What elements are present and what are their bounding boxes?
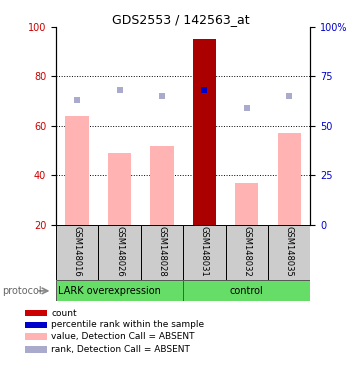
- Text: GSM148035: GSM148035: [285, 226, 294, 277]
- Text: GSM148032: GSM148032: [242, 226, 251, 277]
- Bar: [25, 333, 47, 340]
- Bar: [150, 146, 174, 225]
- Bar: [25, 322, 47, 328]
- Text: rank, Detection Call = ABSENT: rank, Detection Call = ABSENT: [51, 345, 190, 354]
- Bar: [141, 225, 183, 280]
- Bar: [183, 280, 310, 301]
- Text: control: control: [230, 286, 264, 296]
- Bar: [25, 310, 47, 316]
- Bar: [235, 183, 258, 225]
- Bar: [25, 346, 47, 353]
- Bar: [65, 116, 89, 225]
- Bar: [108, 153, 131, 225]
- Text: GSM148026: GSM148026: [115, 226, 124, 277]
- Text: LARK overexpression: LARK overexpression: [57, 286, 160, 296]
- Bar: [278, 133, 301, 225]
- Bar: [193, 39, 216, 225]
- Bar: [56, 225, 98, 280]
- Text: value, Detection Call = ABSENT: value, Detection Call = ABSENT: [51, 332, 195, 341]
- Text: protocol: protocol: [2, 286, 42, 296]
- Text: GDS2553 / 142563_at: GDS2553 / 142563_at: [112, 13, 249, 26]
- Bar: [268, 225, 310, 280]
- Bar: [56, 280, 183, 301]
- Text: GSM148016: GSM148016: [73, 226, 82, 277]
- Bar: [98, 225, 141, 280]
- Text: GSM148028: GSM148028: [157, 226, 166, 277]
- Bar: [183, 225, 226, 280]
- Text: percentile rank within the sample: percentile rank within the sample: [51, 320, 204, 329]
- Text: count: count: [51, 308, 77, 318]
- Text: GSM148031: GSM148031: [200, 226, 209, 277]
- Bar: [226, 225, 268, 280]
